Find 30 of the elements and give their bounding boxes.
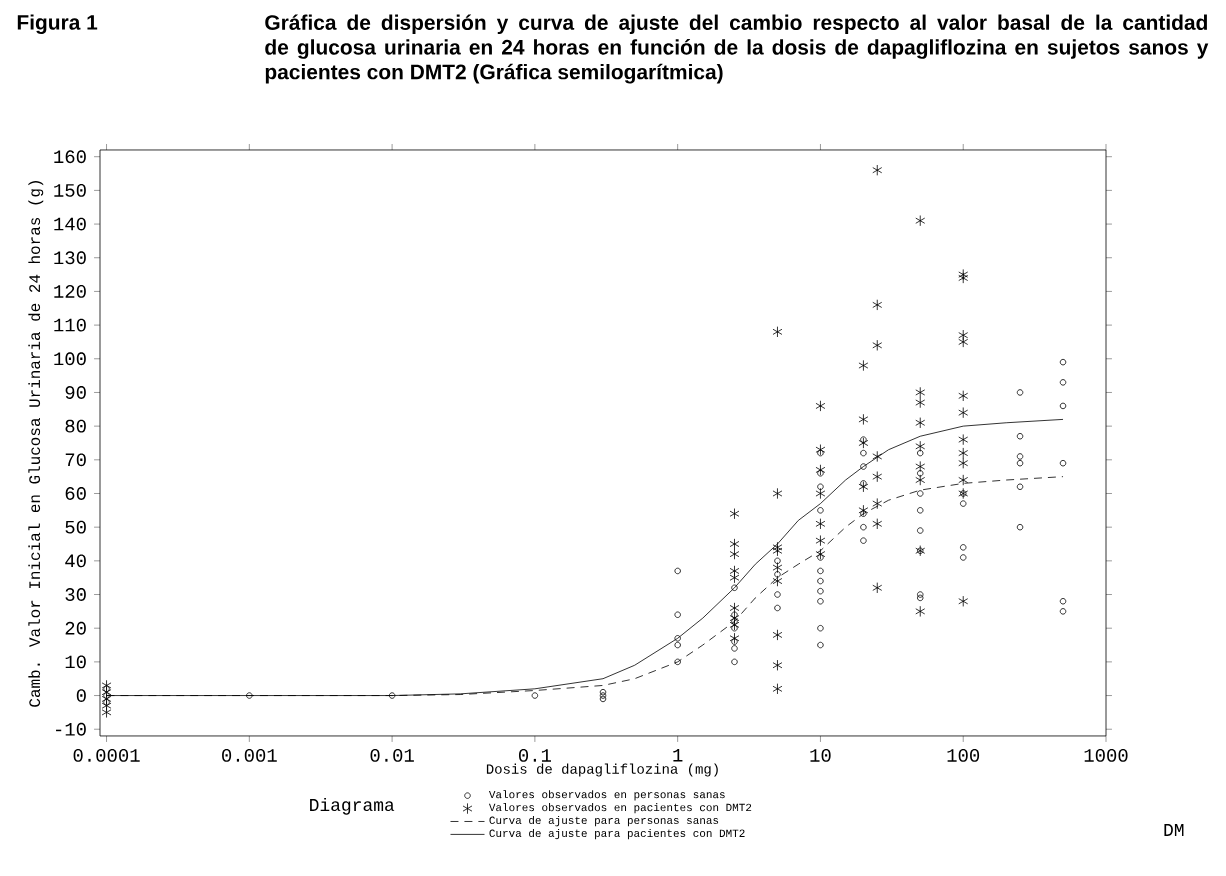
y-tick-label: 10 — [65, 655, 86, 669]
y-tick-label: 80 — [65, 419, 86, 433]
y-tick-label: 90 — [65, 386, 86, 399]
y-tick-label: 140 — [54, 217, 86, 231]
y-tick-label: 0 — [76, 689, 86, 702]
x-tick-label: 0.0001 — [73, 748, 140, 762]
chart-subtitle: Gráfica de dispersión y curva de ajuste del cambio respecto al valor basal de la cantidad de glucosa urinaria en 24 horas en función de la dosis de dapagliflozina en sujetos sanos y pacientes con DMT2 (Gráfica semilogarítmica) — [265, 14, 1209, 84]
y-tick-label: 130 — [54, 251, 86, 265]
chart-title: Figura 1 — [17, 14, 98, 34]
y-tick-label: 30 — [65, 588, 86, 601]
y-tick-label: 20 — [65, 621, 86, 635]
x-tick-label: 1 — [673, 748, 683, 762]
y-tick-label: 100 — [54, 352, 86, 366]
y-tick-label: 60 — [65, 487, 86, 500]
text: DM — [1164, 824, 1184, 836]
y-tick-label: 40 — [65, 554, 86, 568]
y-tick-label: 120 — [54, 285, 86, 298]
y-tick-label: 70 — [65, 453, 86, 467]
x-tick-label: 1000 — [1084, 748, 1128, 762]
y-tick-label: 150 — [54, 183, 86, 197]
x-tick-label: 10 — [810, 748, 831, 762]
x-tick-label: 100 — [947, 748, 980, 762]
x-tick-label: 0.001 — [222, 748, 277, 762]
x-tick-label: 0.1 — [519, 748, 551, 762]
x-tick-label: 0.01 — [370, 748, 414, 762]
y-tick-label: -10 — [56, 722, 86, 736]
y-tick-label: 160 — [54, 150, 86, 164]
legend-title: Diagrama — [310, 797, 395, 815]
y-tick-label: 50 — [65, 520, 86, 534]
y-tick-label: 110 — [54, 318, 86, 332]
